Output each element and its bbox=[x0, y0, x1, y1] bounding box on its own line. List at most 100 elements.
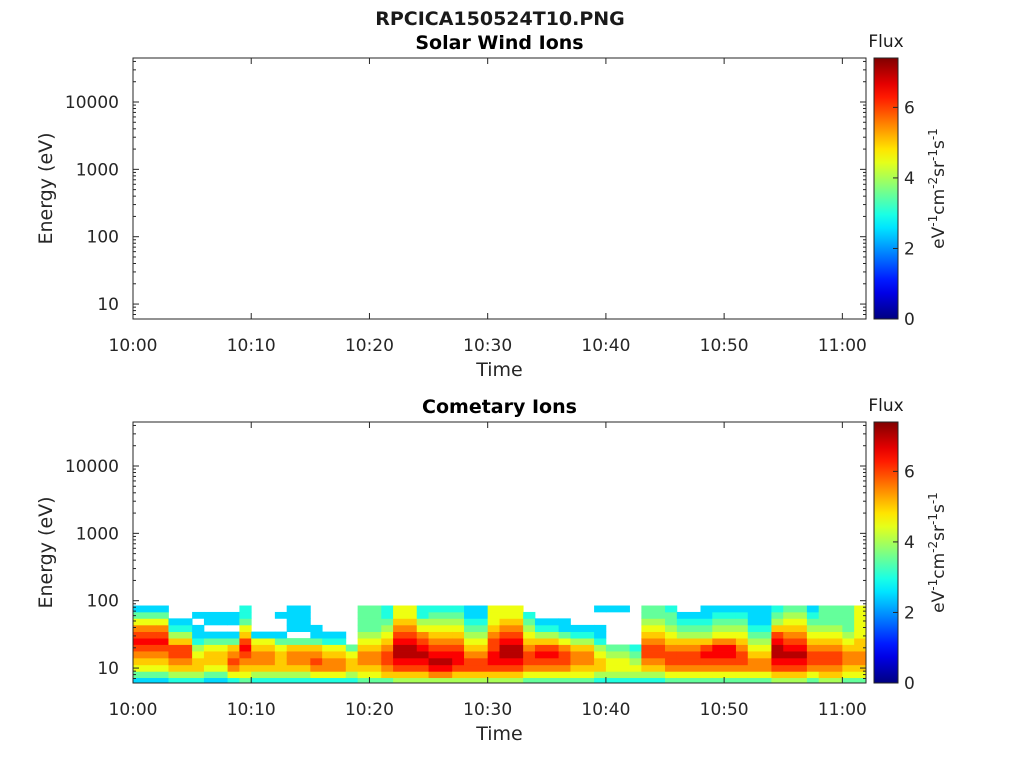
heatmap-cell bbox=[783, 671, 808, 679]
heatmap-cell bbox=[771, 631, 784, 639]
y-tick-label: 100 bbox=[87, 592, 119, 612]
heatmap-cell bbox=[641, 624, 666, 633]
heatmap-cell bbox=[641, 671, 666, 679]
colorbar-unit-label: eV-1cm-2sr-1s-1 bbox=[926, 128, 949, 249]
panel-title: Solar Wind Ions bbox=[415, 32, 583, 54]
heatmap-cell bbox=[523, 624, 536, 633]
heatmap-cell bbox=[534, 624, 560, 633]
heatmap-cell bbox=[499, 631, 524, 639]
heatmap-cell bbox=[818, 624, 843, 633]
heatmap-cell bbox=[452, 657, 465, 666]
heatmap-cell bbox=[605, 677, 630, 684]
heatmap-cell bbox=[842, 618, 855, 626]
heatmap-cell bbox=[428, 671, 453, 679]
x-tick-label: 11:00 bbox=[818, 700, 867, 720]
heatmap-cell bbox=[452, 651, 465, 659]
heatmap-cell bbox=[156, 611, 169, 619]
heatmap-cell bbox=[712, 611, 737, 619]
heatmap-cell bbox=[428, 611, 453, 619]
heatmap-cell bbox=[168, 618, 193, 626]
heatmap-cell bbox=[133, 611, 158, 619]
heatmap-cell bbox=[570, 657, 595, 666]
heatmap-cell bbox=[676, 631, 701, 639]
heatmap-cell bbox=[499, 624, 524, 633]
heatmap-cell bbox=[806, 651, 820, 659]
heatmap-cell bbox=[570, 664, 595, 672]
heatmap-cell bbox=[747, 618, 772, 626]
heatmap-cell bbox=[570, 624, 595, 633]
heatmap-cell bbox=[594, 664, 607, 672]
heatmap-cell bbox=[381, 624, 394, 633]
heatmap-cell bbox=[286, 651, 311, 659]
heatmap-cell bbox=[227, 651, 240, 659]
heatmap-cell bbox=[156, 664, 169, 672]
heatmap-cell bbox=[464, 651, 489, 659]
x-axis-label: Time bbox=[475, 359, 523, 381]
heatmap-cell bbox=[818, 611, 843, 619]
heatmap-cell bbox=[156, 638, 169, 645]
heatmap-cell bbox=[641, 605, 666, 613]
heatmap-cell bbox=[133, 624, 158, 633]
heatmap-cell bbox=[345, 671, 359, 679]
heatmap-cell bbox=[499, 605, 524, 613]
heatmap-cell bbox=[806, 644, 820, 652]
heatmap-cell bbox=[523, 638, 536, 645]
heatmap-cell bbox=[558, 671, 571, 679]
heatmap-cell bbox=[594, 671, 607, 679]
heatmap-cell bbox=[487, 638, 500, 645]
heatmap-cell bbox=[558, 618, 571, 626]
heatmap-cell bbox=[771, 605, 784, 613]
heatmap-cell bbox=[806, 605, 820, 613]
heatmap-cell bbox=[771, 664, 784, 672]
heatmap-cell bbox=[203, 677, 228, 684]
heatmap-cell bbox=[842, 611, 855, 619]
heatmap-cell bbox=[558, 644, 571, 652]
y-tick-label: 10000 bbox=[65, 93, 119, 113]
heatmap-cell bbox=[203, 638, 228, 645]
heatmap-cell bbox=[712, 664, 737, 672]
heatmap-cell bbox=[534, 638, 560, 645]
heatmap-cell bbox=[818, 657, 843, 666]
heatmap-cell bbox=[570, 651, 595, 659]
heatmap-cell bbox=[676, 624, 701, 633]
heatmap-cell bbox=[357, 664, 382, 672]
heatmap-cell bbox=[523, 664, 536, 672]
heatmap-cell bbox=[192, 657, 205, 666]
heatmap-cell bbox=[381, 664, 394, 672]
heatmap-cell bbox=[854, 624, 867, 633]
y-tick-label: 100 bbox=[87, 228, 119, 248]
heatmap-cell bbox=[735, 664, 749, 672]
heatmap-cell bbox=[499, 677, 524, 684]
colorbar-tick-label: 4 bbox=[904, 169, 915, 189]
x-tick-label: 10:40 bbox=[581, 336, 630, 356]
heatmap-cell bbox=[133, 618, 158, 626]
heatmap-cell bbox=[357, 611, 382, 619]
heatmap-cell bbox=[310, 624, 323, 633]
heatmap-cell bbox=[464, 624, 489, 633]
heatmap-cell bbox=[357, 631, 382, 639]
heatmap-cell bbox=[676, 671, 701, 679]
heatmap-cell bbox=[783, 644, 808, 652]
heatmap-cell bbox=[570, 631, 595, 639]
heatmap-cell bbox=[428, 644, 453, 652]
heatmap-cell bbox=[357, 657, 382, 666]
heatmap-cell bbox=[487, 657, 500, 666]
heatmap-cell bbox=[345, 651, 359, 659]
heatmap-cell bbox=[676, 664, 701, 672]
heatmap-cell bbox=[783, 638, 808, 645]
heatmap-cell bbox=[629, 664, 642, 672]
heatmap-cell bbox=[310, 631, 323, 639]
heatmap-cell bbox=[310, 671, 323, 679]
heatmap-cell bbox=[818, 618, 843, 626]
heatmap-cell bbox=[168, 657, 193, 666]
heatmap-cell bbox=[286, 657, 311, 666]
heatmap-cell bbox=[286, 624, 311, 633]
heatmap-cell bbox=[534, 644, 560, 652]
heatmap-cell bbox=[854, 677, 867, 684]
heatmap-cell bbox=[771, 677, 784, 684]
heatmap-cell bbox=[322, 677, 347, 684]
heatmap-cell bbox=[310, 677, 323, 684]
heatmap-cell bbox=[735, 638, 749, 645]
heatmap-cell bbox=[286, 605, 311, 613]
heatmap-cell bbox=[286, 618, 311, 626]
